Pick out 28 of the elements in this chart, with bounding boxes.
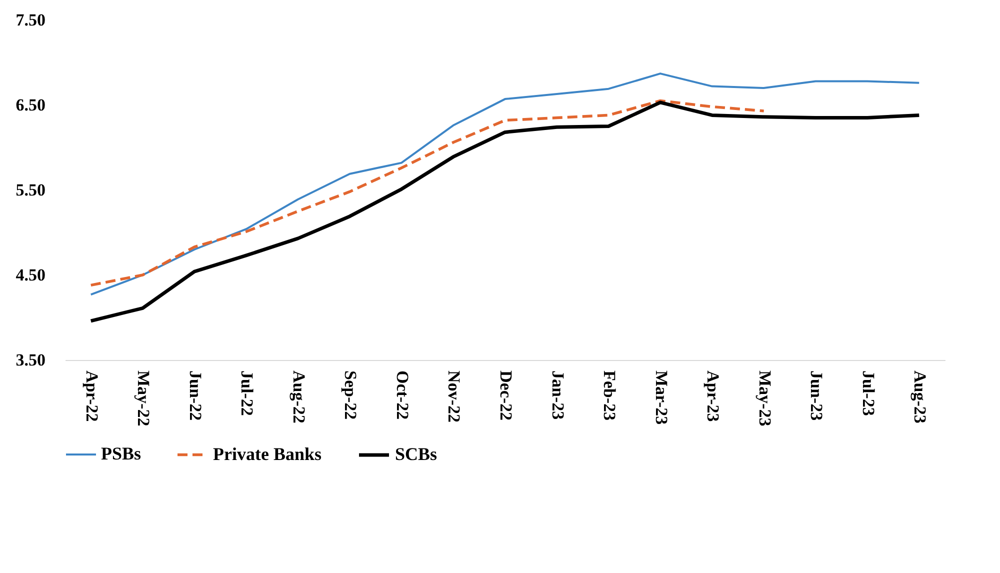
x-tick-label: Jul-22 (238, 370, 257, 416)
line-series (89, 100, 921, 323)
legend-label: Private Banks (213, 444, 322, 464)
legend-label: PSBs (101, 444, 142, 464)
x-tick-label: Sep-22 (341, 370, 360, 420)
x-tick-label: Jun-22 (186, 370, 205, 421)
x-tick-label: Dec-22 (496, 370, 516, 421)
x-tick-label: Nov-22 (444, 370, 464, 422)
y-tick-label: 4.50 (16, 266, 46, 284)
y-tick-label: 3.50 (16, 350, 46, 370)
x-tick-label: Aug-23 (910, 370, 930, 424)
x-tick-label: Jun-23 (807, 370, 826, 421)
x-tick-label: Mar-23 (652, 370, 671, 425)
x-tick-label: May-23 (755, 370, 774, 426)
y-tick-label: 6.50 (16, 96, 46, 114)
x-tick-label: Feb-23 (600, 370, 620, 421)
x-tick-label: Jul-23 (858, 370, 878, 416)
legend-label: SCBs (395, 444, 438, 464)
y-tick-label: 7.50 (16, 10, 46, 30)
x-tick-label: Apr-23 (704, 370, 723, 422)
x-tick-label: Apr-22 (82, 370, 102, 422)
line-series (90, 99, 766, 287)
x-tick-label: Aug-22 (289, 370, 308, 424)
x-tick-label: Jan-23 (548, 370, 568, 420)
line-series (90, 72, 920, 296)
x-tick-label: May-22 (134, 370, 154, 426)
y-tick-label: 5.50 (16, 180, 46, 200)
x-tick-label: Oct-22 (392, 370, 412, 420)
